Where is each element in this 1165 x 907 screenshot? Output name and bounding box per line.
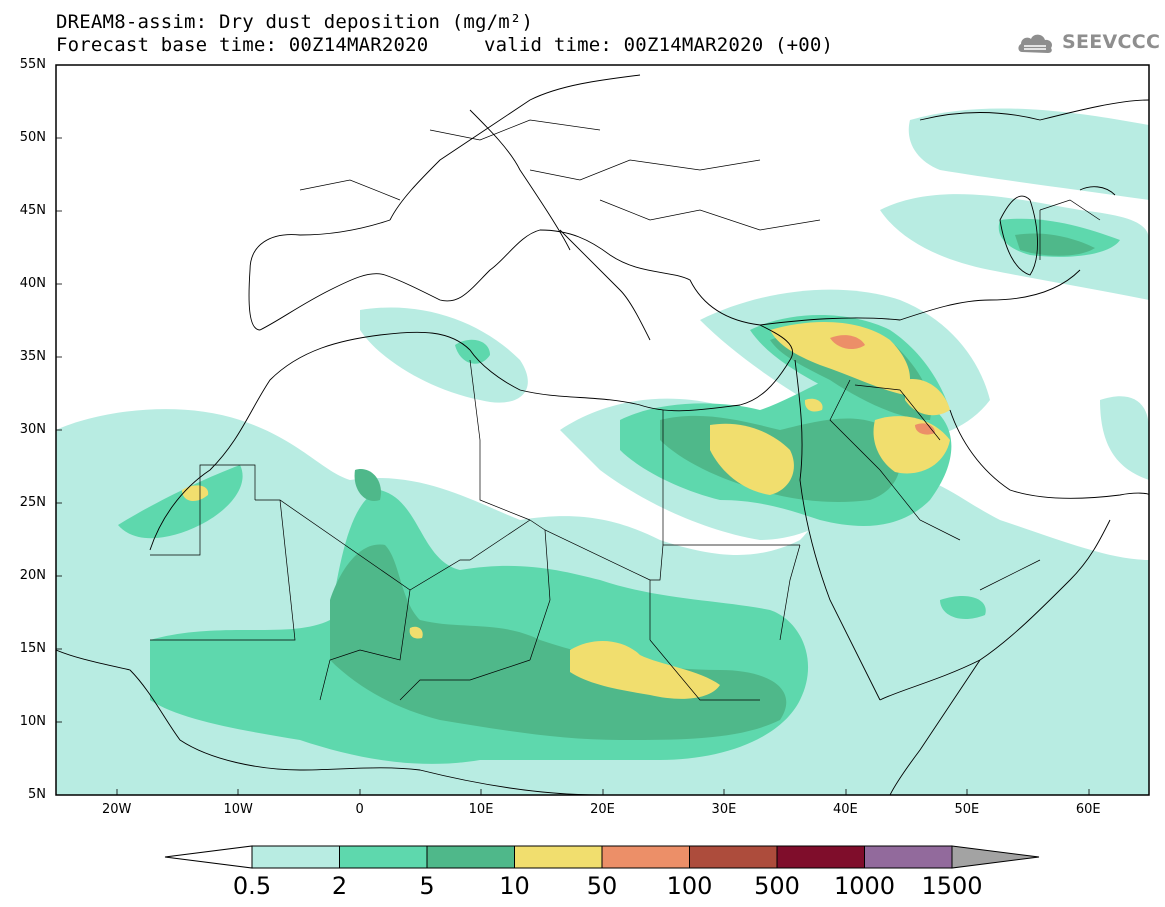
colorbar-over-arrow bbox=[951, 845, 1040, 869]
lat-label: 10N bbox=[19, 714, 46, 729]
seevccc-logo: SEEVCCC bbox=[1062, 31, 1161, 53]
colorbar-swatch bbox=[426, 845, 515, 869]
lat-label: 20N bbox=[19, 568, 46, 583]
colorbar-swatch bbox=[864, 845, 953, 869]
colorbar-swatch bbox=[514, 845, 603, 869]
cloud-icon bbox=[1018, 34, 1053, 53]
lat-label: 55N bbox=[19, 57, 46, 72]
colorbar-label: 0.5 bbox=[232, 872, 272, 900]
colorbar-label: 500 bbox=[754, 872, 800, 900]
borders bbox=[150, 119, 1101, 701]
colorbar-label: 1500 bbox=[921, 872, 983, 900]
lat-label: 25N bbox=[19, 495, 46, 510]
colorbar-label: 50 bbox=[586, 872, 618, 900]
colorbar-label: 10 bbox=[499, 872, 530, 900]
lat-label: 50N bbox=[19, 130, 46, 145]
colorbar-swatch bbox=[689, 845, 778, 869]
lat-label: 40N bbox=[19, 276, 46, 291]
colorbar-label: 1000 bbox=[833, 872, 896, 900]
field-orange bbox=[830, 335, 935, 435]
colorbar-label: 100 bbox=[666, 872, 713, 900]
lon-label: 0 bbox=[355, 802, 364, 817]
lon-label: 40E bbox=[832, 802, 858, 817]
lat-label: 35N bbox=[19, 349, 46, 364]
colorbar-swatch bbox=[251, 845, 340, 869]
colorbar-swatch bbox=[339, 845, 428, 869]
frame-ticks bbox=[56, 137, 1090, 795]
lon-label: 10W bbox=[223, 802, 253, 817]
valid-time: valid time: 00Z14MAR2020 (+00) bbox=[484, 34, 834, 56]
coastlines bbox=[56, 74, 1149, 795]
colorbar-swatch bbox=[776, 845, 865, 869]
colorbar-label: 5 bbox=[419, 872, 435, 900]
lat-label: 45N bbox=[19, 203, 46, 218]
plot-frame bbox=[55, 64, 1150, 796]
map-title: DREAM8-assim: Dry dust deposition (mg/m²… bbox=[56, 11, 534, 33]
lon-label: 30E bbox=[711, 802, 737, 817]
lat-label: 30N bbox=[19, 422, 46, 437]
colorbar-under-arrow bbox=[164, 845, 253, 869]
lat-label: 5N bbox=[28, 787, 46, 802]
colorbar-label: 2 bbox=[331, 872, 348, 900]
colorbar bbox=[164, 845, 1040, 869]
colorbar-swatch bbox=[601, 845, 690, 869]
lat-label: 15N bbox=[19, 641, 46, 656]
lon-label: 10E bbox=[468, 802, 494, 817]
lon-label: 20W bbox=[102, 802, 132, 817]
lon-label: 20E bbox=[590, 802, 615, 817]
forecast-base-time: Forecast base time: 00Z14MAR2020 bbox=[56, 34, 429, 56]
lon-label: 50E bbox=[954, 802, 980, 817]
lon-label: 60E bbox=[1075, 802, 1101, 817]
